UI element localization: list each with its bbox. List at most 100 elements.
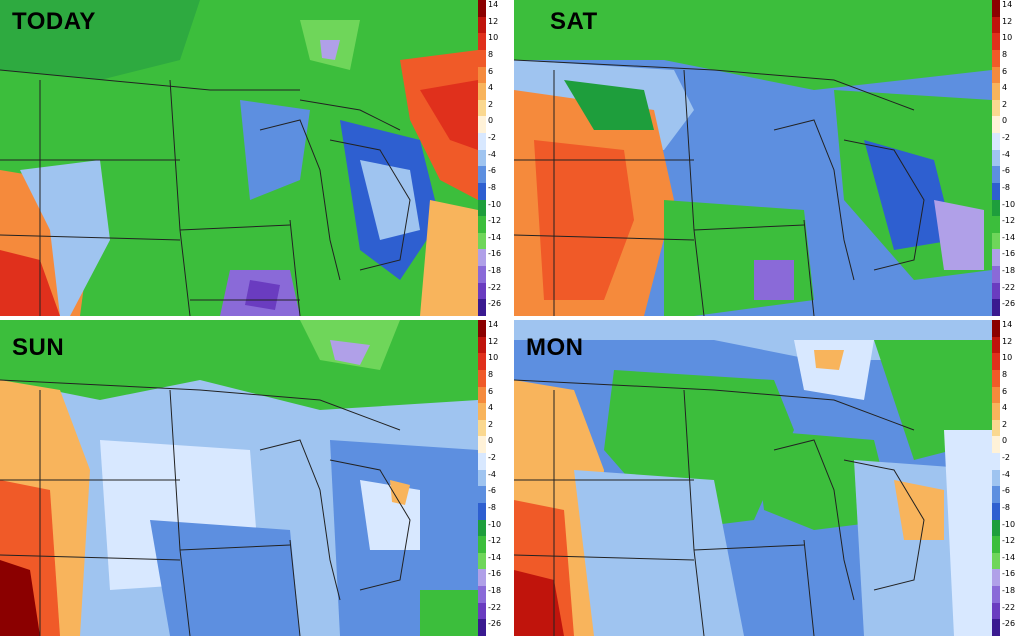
legend-tick-label: 12 xyxy=(1002,336,1013,346)
legend-swatch xyxy=(992,569,1000,587)
legend-swatch xyxy=(478,552,486,570)
legend-swatch xyxy=(992,320,1000,337)
legend-tick-label: 6 xyxy=(1002,386,1008,396)
map-panel-today: TODAY 14 12 10 8 6 4 2 0 -2 -4 -6 -8 -10 -12 -14 -16 -18… xyxy=(0,0,510,316)
legend-swatch xyxy=(992,453,1000,470)
legend-tick-label: 0 xyxy=(1002,436,1008,446)
legend-swatch xyxy=(478,369,486,387)
legend-swatch xyxy=(478,536,486,553)
color-legend: 14 12 10 8 6 4 2 0 -2 -4 -6 -8 -10 -12 -14 -16 -18 -22 -26 xyxy=(992,0,1024,316)
legend-swatch xyxy=(992,353,1000,370)
legend-swatch xyxy=(992,116,1000,134)
legend-tick-label: -14 xyxy=(488,552,502,562)
color-legend: 14 12 10 8 6 4 2 0 -2 -4 -6 -8 -10 -12 -14 -16 -18 -22 -26 xyxy=(478,0,510,316)
legend-swatch xyxy=(992,166,1000,183)
legend-swatch xyxy=(478,336,486,354)
legend-tick-label: 12 xyxy=(1002,16,1013,26)
legend-tick-label: -22 xyxy=(488,602,502,612)
legend-tick-label: -2 xyxy=(1002,133,1010,143)
legend-tick-label: -22 xyxy=(1002,282,1016,292)
legend-tick-label: -8 xyxy=(488,502,496,512)
legend-swatch xyxy=(478,619,486,636)
map-sun xyxy=(0,320,478,636)
panel-title-mon: MON xyxy=(526,334,584,361)
legend-tick-label: -12 xyxy=(488,536,502,546)
legend-swatch xyxy=(992,133,1000,150)
legend-swatch xyxy=(478,0,486,17)
legend-tick-label: 0 xyxy=(488,436,494,446)
legend-swatch xyxy=(478,486,486,503)
legend-swatch xyxy=(992,436,1000,454)
legend-tick-label: 14 xyxy=(1002,0,1013,9)
legend-swatch xyxy=(992,619,1000,636)
legend-swatch xyxy=(478,99,486,117)
legend-tick-label: 6 xyxy=(488,386,494,396)
panel-title-sat: SAT xyxy=(550,8,598,35)
legend-tick-label: -18 xyxy=(1002,586,1016,596)
legend-swatch xyxy=(478,66,486,84)
legend-tick-label: 2 xyxy=(1002,99,1008,109)
legend-swatch xyxy=(478,320,486,337)
legend-tick-label: -6 xyxy=(1002,166,1010,176)
legend-swatch xyxy=(992,16,1000,34)
legend-tick-label: -10 xyxy=(488,199,502,209)
legend-tick-label: -14 xyxy=(488,232,502,242)
legend-tick-label: 0 xyxy=(488,116,494,126)
legend-tick-label: 4 xyxy=(1002,83,1008,93)
legend-tick-label: 6 xyxy=(488,66,494,76)
legend-tick-label: -12 xyxy=(488,216,502,226)
map-today xyxy=(0,0,478,316)
panel-title-sun: SUN xyxy=(12,334,65,361)
legend-tick-label: 4 xyxy=(488,83,494,93)
legend-tick-label: -26 xyxy=(1002,619,1016,629)
legend-tick-label: -18 xyxy=(488,586,502,596)
legend-swatch xyxy=(478,133,486,150)
map-mon xyxy=(514,320,992,636)
legend-swatch xyxy=(992,66,1000,84)
legend-swatch xyxy=(478,519,486,537)
legend-swatch xyxy=(478,353,486,370)
legend-swatch xyxy=(478,419,486,437)
legend-swatch xyxy=(992,299,1000,316)
legend-swatch xyxy=(478,453,486,470)
legend-swatch xyxy=(478,403,486,420)
legend-tick-label: -8 xyxy=(1002,502,1010,512)
legend-tick-label: -4 xyxy=(488,149,496,159)
legend-swatch xyxy=(478,569,486,587)
legend-tick-label: 8 xyxy=(488,369,494,379)
legend-tick-label: -18 xyxy=(1002,266,1016,276)
legend-swatch xyxy=(478,266,486,283)
legend-swatch xyxy=(992,336,1000,354)
legend-tick-label: -16 xyxy=(1002,249,1016,259)
legend-tick-label: 0 xyxy=(1002,116,1008,126)
legend-swatch xyxy=(992,149,1000,167)
legend-tick-label: -18 xyxy=(488,266,502,276)
legend-swatch xyxy=(478,149,486,167)
legend-tick-label: 10 xyxy=(488,353,499,363)
legend-swatch xyxy=(992,536,1000,553)
legend-swatch xyxy=(478,83,486,100)
panel-title-today: TODAY xyxy=(12,8,96,35)
legend-tick-label: -2 xyxy=(488,133,496,143)
legend-tick-label: -16 xyxy=(488,249,502,259)
legend-swatch xyxy=(992,419,1000,437)
legend-swatch xyxy=(478,182,486,200)
legend-tick-label: -4 xyxy=(488,469,496,479)
legend-tick-label: -22 xyxy=(1002,602,1016,612)
legend-swatch xyxy=(992,216,1000,233)
legend-tick-label: -16 xyxy=(1002,569,1016,579)
legend-tick-label: -2 xyxy=(1002,453,1010,463)
legend-swatch xyxy=(478,199,486,217)
panel-divider-horizontal xyxy=(0,316,1024,320)
legend-tick-label: 8 xyxy=(488,49,494,59)
legend-tick-label: 12 xyxy=(488,336,499,346)
legend-swatch xyxy=(478,502,486,520)
legend-tick-label: 10 xyxy=(1002,33,1013,43)
legend-tick-label: -10 xyxy=(488,519,502,529)
legend-swatch xyxy=(478,386,486,404)
legend-tick-label: -6 xyxy=(1002,486,1010,496)
legend-swatch xyxy=(478,469,486,487)
legend-tick-label: -26 xyxy=(488,619,502,629)
legend-tick-label: -16 xyxy=(488,569,502,579)
legend-swatch xyxy=(478,116,486,134)
